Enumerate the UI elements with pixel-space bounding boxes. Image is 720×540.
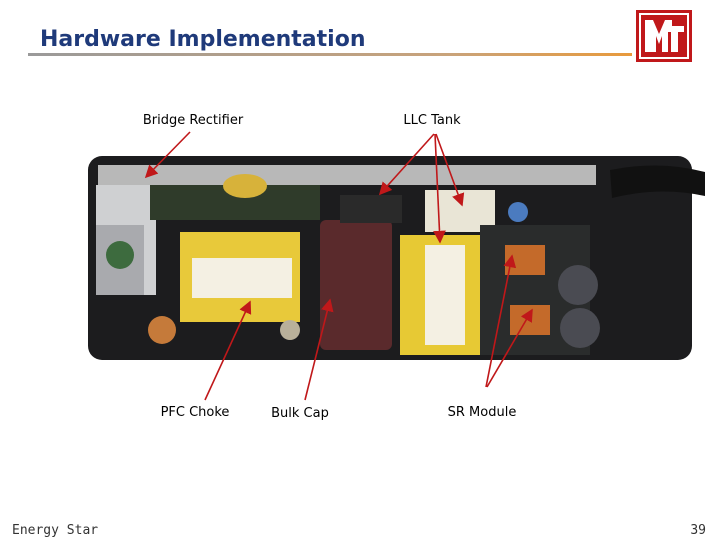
label-bulk-cap: Bulk Cap: [271, 406, 329, 421]
footer-text: Energy Star: [12, 523, 98, 538]
label-sr-module: SR Module: [448, 405, 517, 420]
title-underline: [28, 53, 632, 56]
label-llc-tank: LLC Tank: [403, 113, 461, 128]
page-number: 39: [690, 523, 706, 538]
label-pfc-choke: PFC Choke: [161, 405, 230, 420]
callout-arrows: [144, 131, 533, 401]
logo: [636, 10, 692, 62]
board-photo: [88, 156, 705, 360]
slide-title: Hardware Implementation: [40, 27, 365, 52]
label-bridge-rectifier: Bridge Rectifier: [143, 113, 244, 128]
